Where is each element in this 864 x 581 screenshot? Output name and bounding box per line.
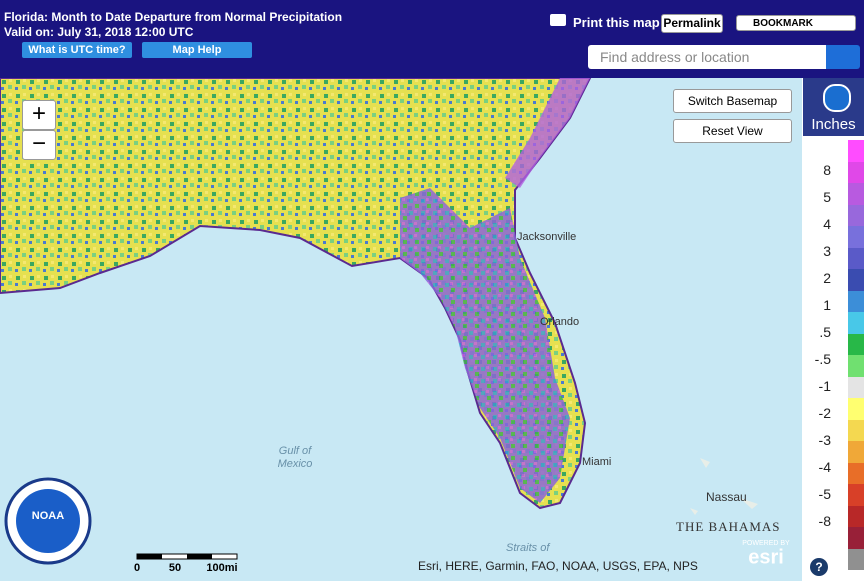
legend-swatch [848, 548, 864, 570]
legend-label: -8 [818, 513, 831, 529]
scale-label: 100mi [206, 562, 237, 574]
place-label: Orlando [540, 316, 579, 328]
wet-area [505, 78, 590, 188]
help-icon[interactable]: ? [815, 560, 822, 574]
legend-swatch [848, 419, 864, 441]
utc-button[interactable]: What is UTC time? [22, 42, 132, 58]
place-label: Nassau [706, 490, 747, 504]
legend-swatch [848, 484, 864, 506]
legend-title: Inches [811, 116, 856, 133]
attribution: Esri, HERE, Garmin, FAO, NOAA, USGS, EPA… [418, 559, 698, 573]
legend-swatch [848, 226, 864, 248]
legend-swatch [848, 204, 864, 226]
noaa-text: NOAA [32, 510, 64, 522]
place-label: Straits of [506, 542, 550, 554]
noaa-logo [16, 489, 80, 553]
permalink[interactable]: Permalink [661, 14, 723, 33]
legend-label: -4 [818, 459, 831, 475]
legend-swatch [848, 505, 864, 527]
legend-label: -.5 [814, 351, 831, 367]
reset-view[interactable]: Reset View [673, 119, 792, 143]
bookmark[interactable]: BOOKMARK [736, 15, 856, 31]
search-button[interactable] [826, 45, 860, 69]
legend-swatch [848, 333, 864, 355]
print[interactable]: Print this map [573, 15, 660, 30]
help-icon[interactable] [810, 558, 828, 576]
noaa-icon [823, 84, 851, 112]
legend-label: -2 [818, 405, 831, 421]
scale-bar [137, 554, 162, 559]
legend-swatch [848, 398, 864, 420]
legend-swatch [848, 355, 864, 377]
legend-swatch [848, 161, 864, 183]
land [0, 78, 592, 510]
legend-label: 5 [823, 189, 831, 205]
header: Florida: Month to Date Departure from No… [0, 0, 864, 78]
scale-bar [187, 554, 212, 559]
print-icon[interactable] [550, 14, 566, 26]
place-label: Gulf of [279, 445, 312, 457]
search-box[interactable]: Find address or location [588, 45, 826, 69]
help-button[interactable]: Map Help [142, 42, 252, 58]
legend-label: 4 [823, 216, 831, 232]
legend-label: 3 [823, 243, 831, 259]
legend-swatch [848, 376, 864, 398]
legend-swatch [848, 269, 864, 291]
switch-basemap[interactable]: Switch Basemap [673, 89, 792, 113]
legend-label: -5 [818, 486, 831, 502]
zoom-in[interactable]: + [22, 100, 56, 130]
legend-header: Inches [803, 78, 864, 136]
legend-swatch [848, 462, 864, 484]
legend-label: .5 [819, 324, 831, 340]
esri-powered: POWERED BY [742, 540, 790, 547]
legend-label: 1 [823, 297, 831, 313]
scale-label: 0 [134, 562, 140, 574]
legend-label: -1 [818, 378, 831, 394]
legend: 8 5 4 3 2 1 .5 -.5 -1 -2 -3 -4 -5 -8 [803, 136, 864, 581]
map [0, 78, 864, 581]
legend-label: -3 [818, 432, 831, 448]
esri-logo: esri [748, 546, 784, 568]
legend-swatch [848, 247, 864, 269]
legend-swatch [848, 290, 864, 312]
legend-label: 2 [823, 270, 831, 286]
scale-label: 50 [169, 562, 181, 574]
place-label: Jacksonville [517, 231, 576, 243]
wet-area [400, 188, 570, 503]
legend-swatch [848, 183, 864, 205]
place-label: Mexico [278, 458, 313, 470]
place-label: THE BAHAMAS [676, 519, 781, 534]
title: Florida: Month to Date Departure from No… [4, 10, 343, 24]
valid-date: Valid on: July 31, 2018 12:00 UTC [4, 25, 194, 39]
legend-swatch [848, 312, 864, 334]
legend-swatch [848, 140, 864, 162]
legend-swatch [848, 527, 864, 549]
legend-label: 8 [823, 162, 831, 178]
zoom-out[interactable]: − [22, 130, 56, 160]
place-label: Miami [582, 456, 611, 468]
legend-swatch [848, 441, 864, 463]
